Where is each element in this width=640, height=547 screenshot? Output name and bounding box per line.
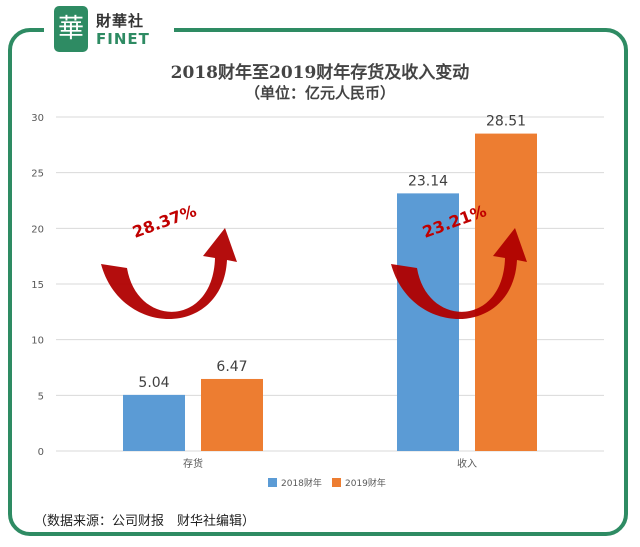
data-label: 6.47 (216, 359, 247, 375)
growth-label: 28.37% (130, 201, 199, 242)
logo-mark: 華 (54, 6, 88, 52)
y-tick-label: 0 (38, 447, 44, 458)
growth-arrow (101, 228, 237, 320)
legend-label: 2018财年 (281, 477, 322, 489)
logo-name-cn: 財華社 (96, 12, 145, 30)
y-tick-label: 5 (38, 391, 44, 402)
y-tick-label: 30 (31, 113, 44, 124)
y-tick-label: 15 (31, 280, 44, 291)
x-tick-label: 存货 (183, 457, 203, 470)
data-source-note: （数据来源：公司财报 财华社编辑） (34, 514, 256, 529)
logo-name-en: FINET (96, 30, 150, 48)
y-tick-label: 25 (31, 169, 44, 180)
bar (397, 193, 459, 451)
legend-swatch (268, 478, 277, 487)
x-tick-label: 收入 (457, 457, 477, 470)
data-label: 5.04 (138, 375, 169, 391)
data-label: 23.14 (408, 173, 448, 189)
data-label: 28.51 (486, 114, 526, 130)
growth-arrow (391, 228, 527, 320)
legend-label: 2019财年 (345, 477, 386, 489)
chart-subtitle: （单位：亿元人民币） (244, 84, 395, 102)
legend-swatch (332, 478, 341, 487)
y-tick-label: 10 (31, 336, 44, 347)
bar (123, 394, 185, 451)
bar (201, 378, 263, 451)
chart-title: 2018财年至2019财年存货及收入变动 (170, 63, 470, 83)
y-tick-label: 20 (31, 224, 44, 235)
finet-logo: 華 財華社 FINET (44, 2, 174, 58)
